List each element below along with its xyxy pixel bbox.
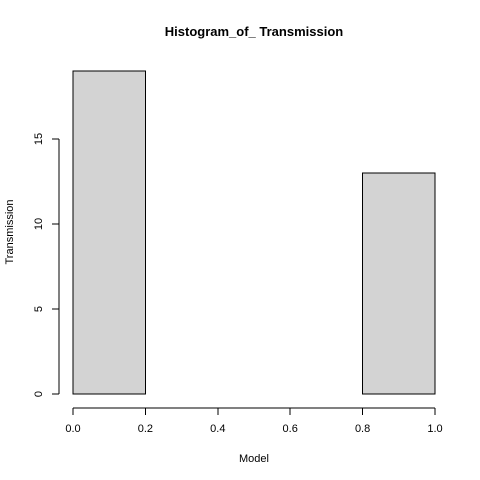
y-tick-label: 0 (33, 391, 45, 397)
y-axis-label: Transmission (4, 200, 16, 265)
x-tick-label: 0.2 (138, 423, 153, 435)
y-tick-label: 10 (33, 218, 45, 230)
x-ticks-group: 0.0 0.2 0.4 0.6 0.8 1.0 (65, 408, 443, 435)
x-tick-label: 1.0 (427, 423, 442, 435)
x-axis-label: Model (239, 453, 269, 465)
x-tick-label: 0.6 (283, 423, 298, 435)
bars-group (72, 70, 436, 395)
histogram-bar-0 (72, 70, 146, 395)
y-tick-label: 15 (33, 133, 45, 145)
y-tick-label: 5 (33, 306, 45, 312)
y-ticks-group: 0 5 10 15 (33, 133, 59, 397)
chart-title: Histogram_of_ Transmission (165, 24, 343, 39)
x-tick-label: 0.8 (355, 423, 370, 435)
x-tick-label: 0.4 (210, 423, 225, 435)
x-tick-label: 0.0 (65, 423, 80, 435)
histogram-bar-4 (362, 172, 436, 395)
